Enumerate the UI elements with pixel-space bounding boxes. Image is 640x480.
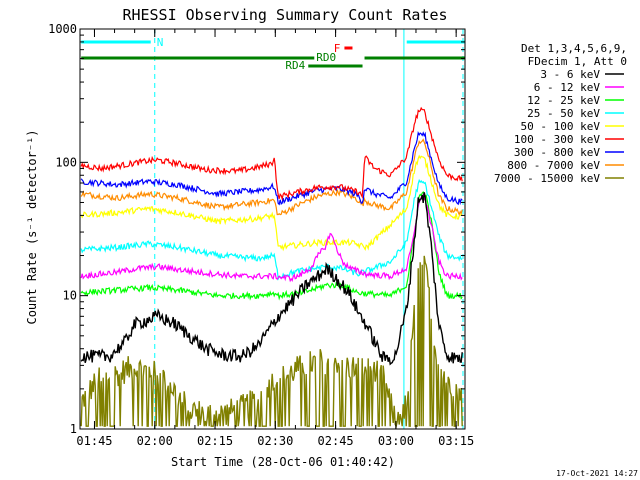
rd0-label: RD0	[316, 51, 336, 64]
x-tick-label-1: 02:00	[137, 434, 173, 448]
x-tick-label-3: 02:30	[257, 434, 293, 448]
series-line-8	[80, 255, 463, 429]
series-line-4	[80, 154, 463, 252]
y-tick-label-3: 1000	[48, 22, 77, 36]
series-line-7	[80, 138, 463, 216]
series-line-6	[80, 131, 463, 206]
x-tick-label-5: 03:00	[378, 434, 414, 448]
legend-header-0: Det 1,3,4,5,6,9,	[521, 42, 627, 55]
series-line-0	[80, 192, 463, 366]
legend-label-6: 300 - 800 keV	[514, 146, 600, 159]
y-axis-label: Count Rate (s⁻¹ detector⁻¹)	[25, 129, 39, 324]
plot-frame	[79, 28, 466, 430]
legend-label-5: 100 - 300 keV	[514, 133, 600, 146]
series-line-3	[80, 178, 463, 281]
legend-label-8: 7000 - 15000 keV	[494, 172, 600, 185]
legend-label-7: 800 - 7000 keV	[507, 159, 600, 172]
y-tick-label-2: 100	[55, 155, 77, 169]
plot-area	[80, 106, 463, 429]
flare-label: F	[334, 42, 341, 55]
x-tick-label-6: 03:15	[438, 434, 474, 448]
legend-label-1: 6 - 12 keV	[534, 81, 601, 94]
y-tick-label-0: 1	[70, 422, 77, 436]
night-label: N	[157, 36, 164, 49]
axes: 1 10 100 1000 01:45 02:00 02:15 02:30 02:45 03:00…	[48, 22, 474, 448]
series-line-5	[80, 106, 463, 202]
legend: Det 1,3,4,5,6,9,FDecim 1, Att 03 - 6 keV…	[494, 42, 627, 185]
legend-label-0: 3 - 6 keV	[540, 68, 600, 81]
x-tick-label-2: 02:15	[197, 434, 233, 448]
y-tick-label-1: 10	[63, 289, 77, 303]
series-line-2	[80, 191, 463, 301]
legend-label-3: 25 - 50 keV	[527, 107, 600, 120]
x-tick-label-4: 02:45	[318, 434, 354, 448]
rd4-label: RD4	[285, 59, 305, 72]
x-tick-label-0: 01:45	[76, 434, 112, 448]
footer-timestamp: 17-Oct-2021 14:27	[556, 469, 638, 478]
legend-label-2: 12 - 25 keV	[527, 94, 600, 107]
legend-header-1: FDecim 1, Att 0	[528, 55, 627, 68]
chart-title: RHESSI Observing Summary Count Rates	[122, 6, 447, 24]
legend-label-4: 50 - 100 keV	[521, 120, 601, 133]
observing-flags: N RD0 RD4 F	[79, 29, 465, 429]
x-axis-label: Start Time (28-Oct-06 01:40:42)	[171, 455, 395, 469]
series-line-1	[80, 193, 463, 283]
